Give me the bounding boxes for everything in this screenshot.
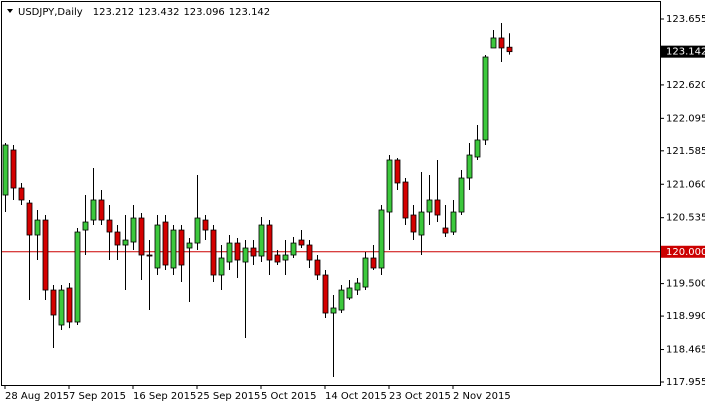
candle-body-up (290, 242, 297, 256)
candle-body-down (250, 247, 257, 257)
candle-body-down (410, 214, 417, 233)
candle-body-up (58, 289, 65, 326)
candle-body-up (154, 224, 161, 269)
candle-body-down (394, 159, 401, 184)
candle-body-down (322, 274, 329, 314)
candle-body-up (2, 144, 9, 196)
candle-body-down (202, 219, 209, 231)
level-label-box (661, 245, 705, 258)
candle-body-up (354, 282, 361, 291)
plot-frame (1, 1, 661, 386)
candle-body-up (330, 307, 337, 314)
candle-body-up (170, 229, 177, 269)
x-tick-label: 7 Sep 2015 (69, 391, 126, 402)
y-tick-label: 117.955 (666, 377, 705, 388)
y-tick-label: 118.465 (666, 345, 705, 356)
candle-body-down (26, 202, 33, 236)
y-tick-label: 122.620 (666, 80, 705, 91)
x-tick-label: 28 Aug 2015 (5, 391, 69, 402)
candle-body-down (66, 287, 73, 323)
candle-body-down (50, 289, 57, 316)
y-tick-label: 121.060 (666, 179, 705, 190)
level-label: 120.000 (666, 247, 705, 258)
candle-body-up (482, 56, 489, 141)
y-tick-label: 121.585 (666, 146, 705, 157)
y-tick-label: 118.990 (666, 311, 705, 322)
candle-body-up (194, 217, 201, 244)
candle-body-down (138, 217, 145, 256)
candle-body-up (226, 242, 233, 263)
candle-body-up (186, 242, 193, 249)
candle-body-down (106, 219, 113, 233)
header-high: 123.432 (138, 7, 179, 18)
candle-body-up (34, 219, 41, 236)
candle-body-up (282, 254, 289, 261)
current-price-label: 123.142 (666, 47, 705, 58)
candle-body-down (266, 224, 273, 261)
x-tick-label: 2 Nov 2015 (453, 391, 511, 402)
y-tick-label: 120.535 (666, 213, 705, 224)
candle-body-down (42, 219, 49, 291)
candle-body-down (298, 239, 305, 246)
x-tick-label: 5 Oct 2015 (261, 391, 316, 402)
candle-body-up (338, 289, 345, 311)
candle-body-down (18, 187, 25, 201)
candle-body-up (474, 139, 481, 158)
candle-body-down (506, 46, 513, 53)
candle-body-down (10, 149, 17, 189)
candle-body-down (210, 229, 217, 276)
x-tick-label: 14 Oct 2015 (325, 391, 387, 402)
x-tick-label: 23 Oct 2015 (389, 391, 451, 402)
candle-body-up (346, 287, 353, 299)
candle-body-down (402, 181, 409, 219)
header-low: 123.096 (183, 7, 224, 18)
candle-body-up (490, 37, 497, 49)
x-tick-label: 25 Sep 2015 (197, 391, 260, 402)
candle-body-up (426, 199, 433, 213)
symbol-menu-icon[interactable] (7, 9, 13, 13)
candle-body-down (274, 254, 281, 263)
candle-body-down (162, 221, 169, 266)
header-close: 123.142 (229, 7, 270, 18)
candle-body-up (130, 217, 137, 243)
header-open: 123.212 (93, 7, 134, 18)
candle-body-down (306, 244, 313, 261)
candle-body-down (98, 199, 105, 221)
candle-body-down (114, 231, 121, 246)
candle-body-up (466, 154, 473, 179)
candle-body-up (258, 224, 265, 257)
candle-body-up (378, 209, 385, 269)
candle-body-up (418, 211, 425, 236)
candle-body-up (90, 199, 97, 221)
candle-body-up (218, 257, 225, 276)
candle-body-down (498, 37, 505, 49)
y-tick-label: 123.655 (666, 14, 705, 25)
chart-header: USDJPY,Daily 123.212 123.432 123.096 123.142 (18, 7, 270, 18)
candle-body-up (122, 239, 129, 246)
symbol-title: USDJPY,Daily (18, 7, 83, 18)
y-tick-label: 119.500 (666, 279, 705, 290)
candle-body-up (82, 221, 89, 231)
candle-body-down (178, 229, 185, 266)
candle-body-up (362, 257, 369, 288)
candle-body-down (442, 227, 449, 234)
candle-body-up (386, 159, 393, 213)
candle-body-down (314, 259, 321, 276)
current-price-box (661, 45, 705, 58)
candle-body-up (74, 231, 81, 323)
candle-body-down (434, 199, 441, 216)
candle-body-down (146, 254, 153, 257)
y-tick-label: 122.095 (666, 113, 705, 124)
candle-body-down (234, 242, 241, 261)
x-tick-label: 16 Sep 2015 (133, 391, 196, 402)
candle-body-up (242, 247, 249, 263)
candle-body-down (370, 257, 377, 269)
candle-body-up (458, 177, 465, 213)
candle-body-up (450, 211, 457, 233)
